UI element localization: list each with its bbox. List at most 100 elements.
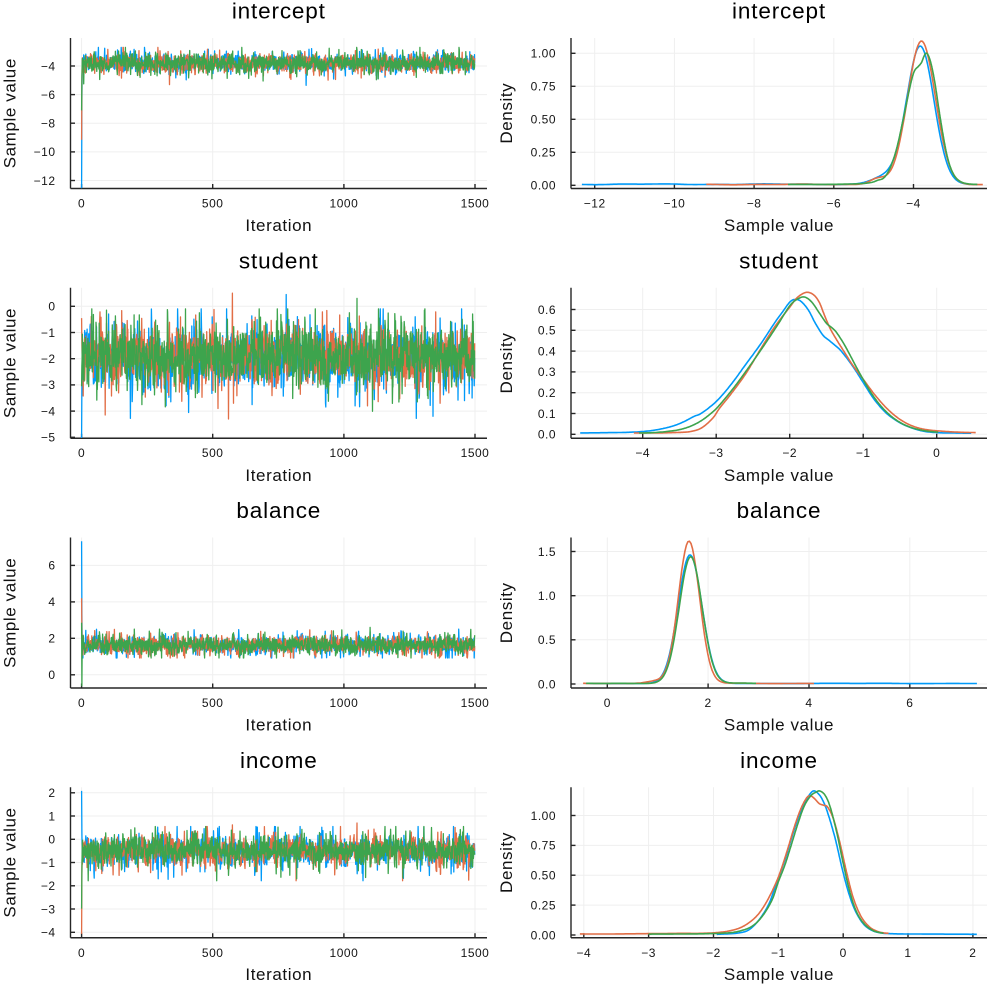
svg-text:−4: −4	[906, 197, 921, 211]
svg-text:income: income	[740, 748, 818, 773]
svg-text:0.50: 0.50	[531, 113, 556, 127]
svg-text:Sample value: Sample value	[724, 466, 834, 485]
svg-text:Density: Density	[497, 832, 516, 893]
svg-text:balance: balance	[236, 498, 321, 523]
svg-text:Density: Density	[497, 582, 516, 643]
svg-text:2: 2	[705, 696, 712, 710]
svg-text:student: student	[739, 248, 819, 273]
svg-text:4: 4	[805, 696, 812, 710]
svg-text:Iteration: Iteration	[245, 716, 312, 735]
svg-text:0: 0	[78, 197, 85, 211]
svg-text:Iteration: Iteration	[245, 216, 312, 235]
svg-text:500: 500	[202, 446, 224, 460]
svg-text:−10: −10	[34, 145, 56, 159]
svg-text:−4: −4	[41, 59, 56, 73]
svg-text:−3: −3	[641, 946, 656, 960]
svg-text:−1: −1	[41, 326, 56, 340]
svg-text:1000: 1000	[330, 446, 359, 460]
svg-text:0.25: 0.25	[531, 898, 556, 912]
svg-text:−10: −10	[663, 197, 685, 211]
svg-text:0: 0	[48, 300, 55, 314]
svg-text:−2: −2	[41, 879, 56, 893]
svg-text:Density: Density	[497, 333, 516, 394]
svg-text:−3: −3	[41, 378, 56, 392]
svg-text:500: 500	[202, 197, 224, 211]
svg-text:0.75: 0.75	[531, 80, 556, 94]
svg-text:Iteration: Iteration	[245, 466, 312, 485]
svg-text:1500: 1500	[461, 946, 490, 960]
svg-text:0.4: 0.4	[538, 344, 556, 358]
svg-text:2: 2	[969, 946, 976, 960]
svg-text:intercept: intercept	[732, 0, 826, 24]
svg-text:1500: 1500	[461, 696, 490, 710]
svg-text:0.5: 0.5	[538, 633, 556, 647]
svg-text:0: 0	[48, 833, 55, 847]
svg-text:−1: −1	[856, 446, 871, 460]
svg-text:−5: −5	[41, 431, 56, 445]
svg-text:Sample value: Sample value	[724, 965, 834, 984]
svg-text:0: 0	[933, 446, 940, 460]
svg-text:1: 1	[904, 946, 911, 960]
svg-text:1.5: 1.5	[538, 545, 556, 559]
svg-text:Sample value: Sample value	[1, 58, 20, 168]
svg-text:Sample value: Sample value	[1, 807, 20, 917]
svg-text:6: 6	[906, 696, 913, 710]
svg-text:0.25: 0.25	[531, 146, 556, 160]
svg-text:1.00: 1.00	[531, 809, 556, 823]
svg-text:−8: −8	[747, 197, 762, 211]
svg-text:−1: −1	[41, 856, 56, 870]
svg-text:0: 0	[78, 446, 85, 460]
svg-text:−2: −2	[706, 946, 721, 960]
svg-text:0: 0	[840, 946, 847, 960]
svg-text:−4: −4	[41, 404, 56, 418]
svg-text:0.5: 0.5	[538, 324, 556, 338]
svg-text:1.0: 1.0	[538, 589, 556, 603]
svg-text:2: 2	[48, 632, 55, 646]
svg-text:income: income	[240, 748, 318, 773]
svg-text:Iteration: Iteration	[245, 965, 312, 984]
svg-text:0.0: 0.0	[538, 677, 556, 691]
svg-text:0.00: 0.00	[531, 179, 556, 193]
svg-text:500: 500	[202, 696, 224, 710]
svg-text:Sample value: Sample value	[724, 216, 834, 235]
svg-text:Sample value: Sample value	[724, 716, 834, 735]
svg-text:student: student	[239, 248, 319, 273]
svg-text:2: 2	[48, 786, 55, 800]
svg-text:−3: −3	[709, 446, 724, 460]
svg-text:1000: 1000	[330, 946, 359, 960]
svg-text:0.2: 0.2	[538, 386, 556, 400]
svg-text:0.50: 0.50	[531, 869, 556, 883]
svg-text:−12: −12	[584, 197, 606, 211]
svg-text:0: 0	[78, 696, 85, 710]
svg-text:0.0: 0.0	[538, 428, 556, 442]
svg-text:4: 4	[48, 595, 55, 609]
svg-text:0.3: 0.3	[538, 365, 556, 379]
svg-text:−2: −2	[41, 352, 56, 366]
svg-text:1500: 1500	[461, 197, 490, 211]
svg-text:1: 1	[48, 809, 55, 823]
svg-text:balance: balance	[737, 498, 822, 523]
svg-text:−12: −12	[34, 174, 56, 188]
svg-text:0: 0	[604, 696, 611, 710]
svg-text:0.00: 0.00	[531, 928, 556, 942]
svg-text:Sample value: Sample value	[1, 308, 20, 418]
svg-text:Sample value: Sample value	[1, 558, 20, 668]
svg-text:1000: 1000	[330, 197, 359, 211]
svg-text:0: 0	[48, 668, 55, 682]
svg-text:0: 0	[78, 946, 85, 960]
svg-text:−3: −3	[41, 902, 56, 916]
svg-text:−4: −4	[635, 446, 650, 460]
svg-text:1000: 1000	[330, 696, 359, 710]
svg-text:500: 500	[202, 946, 224, 960]
svg-text:−2: −2	[782, 446, 797, 460]
svg-text:0.1: 0.1	[538, 407, 556, 421]
svg-text:intercept: intercept	[232, 0, 326, 24]
svg-text:−4: −4	[576, 946, 591, 960]
svg-text:−4: −4	[41, 926, 56, 940]
svg-text:−8: −8	[41, 117, 56, 131]
svg-text:0.6: 0.6	[538, 303, 556, 317]
svg-text:−6: −6	[826, 197, 841, 211]
svg-text:6: 6	[48, 559, 55, 573]
svg-text:−1: −1	[771, 946, 786, 960]
svg-text:−6: −6	[41, 88, 56, 102]
